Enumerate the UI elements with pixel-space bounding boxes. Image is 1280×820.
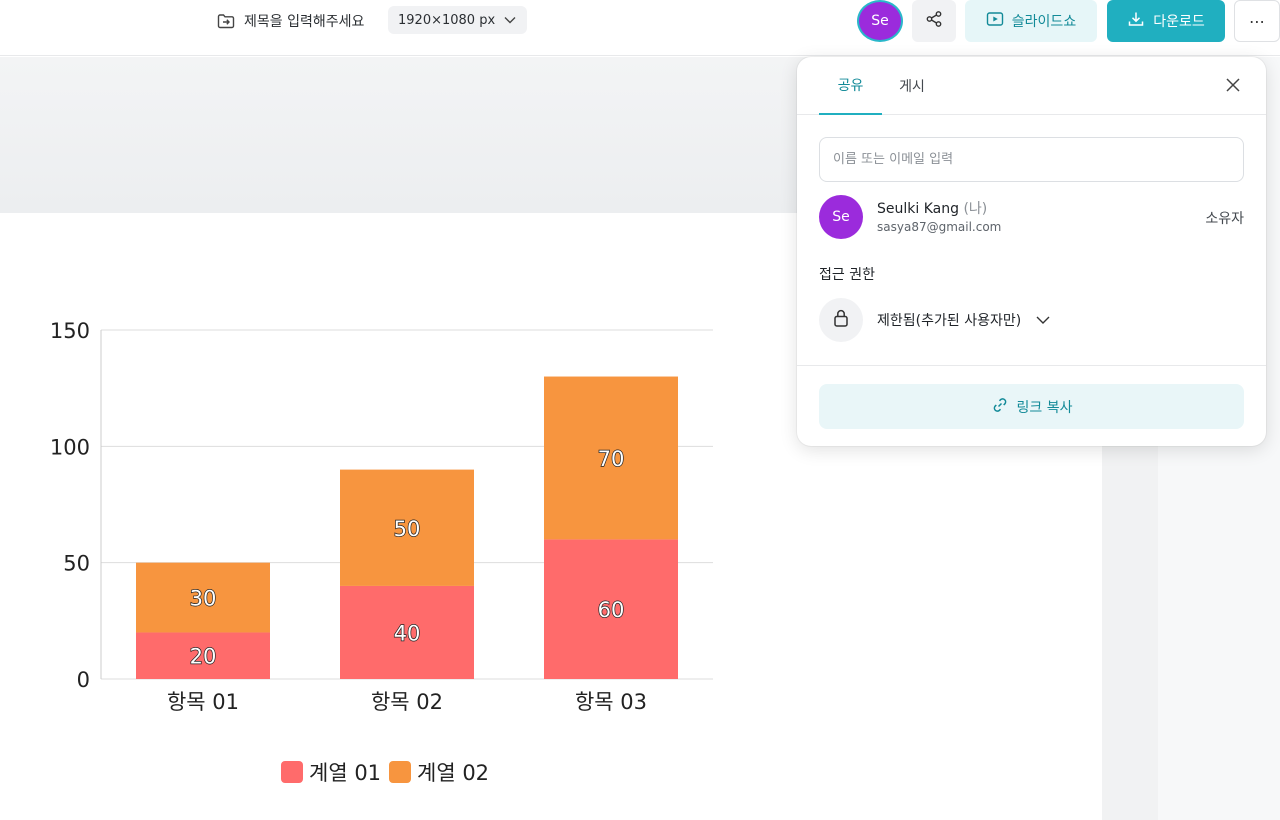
lock-icon-wrap [819, 298, 863, 342]
bar-segment [544, 376, 678, 540]
panel-divider [797, 365, 1266, 366]
copy-link-button[interactable]: 링크 복사 [819, 384, 1244, 429]
folder-move-icon[interactable] [216, 11, 236, 31]
copy-link-label: 링크 복사 [1016, 399, 1073, 416]
bar-segment [340, 585, 474, 679]
invite-input[interactable] [819, 137, 1244, 182]
chart-svg: 0 50 100 150 20 30 항목 01 40 50 항목 02 60 70 항목 03 계열 0… [50, 319, 713, 785]
access-select[interactable]: 제한됨(추가된 사용자만) [819, 298, 1051, 342]
legend-swatch [389, 761, 411, 783]
bar-segment [340, 469, 474, 586]
share-panel: 공유 게시 Se Seulki Kang (나) sasya87@gmail.c… [797, 57, 1266, 446]
bar-data-label: 60 [598, 598, 625, 622]
stacked-bar-chart[interactable]: 0 50 100 150 20 30 항목 01 40 50 항목 02 60 70 항목 03 계열 0… [0, 213, 760, 820]
member-row: Se Seulki Kang (나) sasya87@gmail.com 소유자 [819, 195, 1244, 241]
more-icon: ⋯ [1249, 11, 1265, 31]
close-icon [1225, 77, 1241, 97]
bar-data-label: 40 [394, 621, 421, 645]
bar-segment [136, 562, 270, 633]
y-tick-label: 100 [50, 435, 90, 459]
bar-data-label: 50 [394, 517, 421, 541]
x-category-label: 항목 03 [575, 690, 647, 714]
access-label: 접근 권한 [819, 267, 875, 283]
member-name-line: Seulki Kang (나) [877, 198, 987, 218]
link-icon [991, 396, 1009, 418]
member-me-tag: (나) [963, 201, 988, 217]
share-panel-tabs: 공유 게시 [797, 57, 1266, 115]
legend-swatch [281, 761, 303, 783]
user-avatar-initials: Se [871, 13, 889, 29]
y-tick-label: 0 [77, 668, 90, 692]
bar-data-label: 70 [598, 447, 625, 471]
lock-icon [832, 308, 850, 332]
more-button[interactable]: ⋯ [1234, 0, 1280, 42]
member-role: 소유자 [1205, 211, 1244, 227]
x-category-label: 항목 01 [167, 690, 239, 714]
top-bar: 제목을 입력해주세요 1920×1080 px Se 슬라이드쇼 다운로드 ⋯ [0, 0, 1280, 56]
bar-segment [136, 632, 270, 679]
download-label: 다운로드 [1153, 14, 1205, 30]
legend-label: 계열 01 [309, 761, 381, 785]
x-category-label: 항목 02 [371, 690, 443, 714]
download-icon [1127, 10, 1145, 32]
user-avatar[interactable]: Se [857, 0, 903, 42]
member-avatar: Se [819, 195, 863, 239]
tab-post[interactable]: 게시 [899, 79, 925, 95]
y-tick-label: 150 [50, 319, 90, 343]
share-button[interactable] [912, 0, 956, 42]
close-button[interactable] [1222, 76, 1244, 98]
chevron-down-icon [1035, 312, 1051, 328]
bar-data-label: 20 [190, 645, 217, 669]
access-value: 제한됨(추가된 사용자만) [877, 313, 1022, 329]
y-tick-label: 50 [63, 552, 90, 576]
legend-label: 계열 02 [417, 761, 489, 785]
canvas-size-select[interactable]: 1920×1080 px [388, 6, 528, 34]
slideshow-button[interactable]: 슬라이드쇼 [965, 0, 1097, 42]
member-name: Seulki Kang [877, 201, 959, 217]
chevron-down-icon [503, 13, 517, 27]
doc-title-area[interactable]: 제목을 입력해주세요 [216, 9, 364, 33]
share-icon [925, 10, 943, 32]
member-email: sasya87@gmail.com [877, 220, 1002, 234]
bar-data-label: 30 [190, 587, 217, 611]
bar-segment [544, 539, 678, 679]
play-icon [986, 10, 1004, 32]
tab-share[interactable]: 공유 [819, 57, 882, 115]
slideshow-label: 슬라이드쇼 [1011, 14, 1077, 30]
doc-title[interactable]: 제목을 입력해주세요 [244, 14, 365, 30]
member-avatar-initials: Se [832, 209, 850, 225]
canvas-size-value: 1920×1080 px [398, 12, 496, 28]
download-button[interactable]: 다운로드 [1107, 0, 1225, 42]
